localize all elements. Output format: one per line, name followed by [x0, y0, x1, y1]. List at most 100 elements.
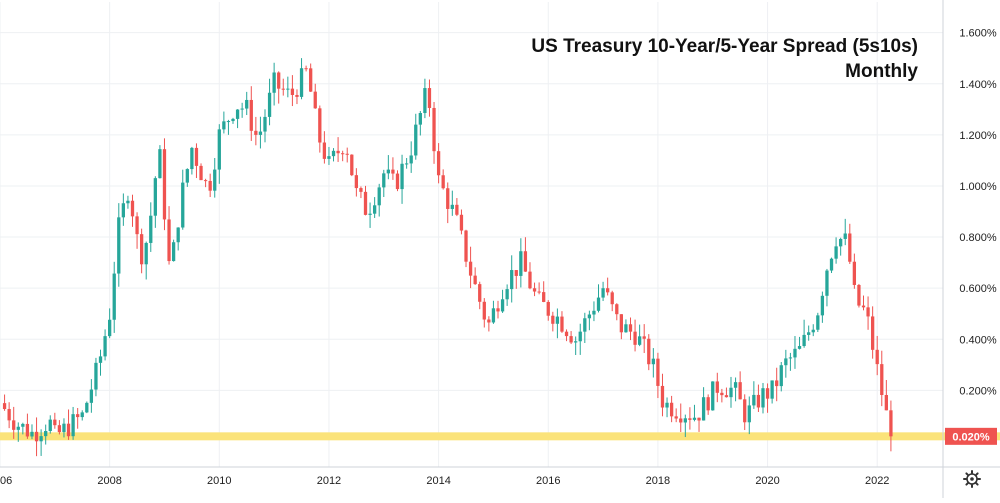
- candle-body: [121, 203, 126, 218]
- candle: [281, 78, 285, 96]
- candle-body: [532, 288, 537, 292]
- last-value-badge: 0.020%: [945, 427, 997, 445]
- candle: [135, 212, 139, 249]
- candle-body: [16, 426, 20, 430]
- candle: [158, 145, 162, 179]
- candle-body: [126, 200, 130, 204]
- candle: [857, 283, 861, 308]
- candle: [542, 281, 546, 303]
- candle-body: [761, 388, 765, 408]
- x-tick-label: 2012: [317, 475, 341, 487]
- candle: [382, 169, 386, 198]
- candle: [34, 417, 39, 457]
- candle: [76, 408, 80, 429]
- candle-body: [528, 271, 532, 289]
- candle-body: [596, 297, 601, 311]
- x-tick-label: 2014: [426, 475, 450, 487]
- candle-body: [720, 392, 724, 396]
- candle: [697, 417, 701, 432]
- candle: [765, 383, 770, 413]
- candle: [450, 190, 454, 216]
- last-value-label: 0.020%: [952, 431, 990, 443]
- candle: [637, 324, 642, 347]
- candle-body: [249, 99, 253, 131]
- candle-body: [98, 356, 103, 363]
- candle: [149, 202, 153, 252]
- candle: [94, 357, 98, 397]
- candle: [368, 202, 372, 228]
- candle: [688, 407, 692, 430]
- candle-body: [281, 88, 285, 90]
- candle-body: [272, 72, 276, 93]
- candle: [866, 296, 870, 330]
- candle: [482, 298, 486, 328]
- candle-body: [779, 365, 783, 387]
- candle: [889, 400, 893, 452]
- candle: [870, 306, 875, 359]
- candle-body: [802, 334, 806, 347]
- candle: [820, 291, 825, 323]
- candle: [523, 237, 528, 272]
- candle: [464, 229, 468, 268]
- candle: [843, 218, 847, 246]
- candle: [756, 384, 761, 413]
- candle: [610, 290, 614, 312]
- candle-body: [743, 399, 747, 423]
- candle-body: [468, 261, 473, 276]
- candle: [797, 336, 802, 350]
- y-tick-label: 0.400%: [959, 334, 997, 346]
- candle: [569, 331, 573, 345]
- candle: [199, 163, 203, 181]
- candle-body: [473, 275, 477, 285]
- candle-body: [427, 88, 432, 108]
- candle: [624, 319, 628, 333]
- candle: [427, 79, 432, 117]
- candle-body: [752, 394, 756, 406]
- candle: [240, 102, 244, 118]
- candle-body: [587, 314, 592, 319]
- candle: [181, 169, 185, 230]
- candle-body: [386, 169, 390, 174]
- candle: [829, 257, 834, 274]
- candle-body: [258, 131, 263, 135]
- candle-body: [583, 318, 587, 332]
- candle-body: [327, 156, 331, 159]
- candle-body: [551, 315, 555, 324]
- candle-body: [765, 388, 770, 399]
- candle-body: [34, 431, 39, 442]
- candle-body: [514, 270, 518, 276]
- candle-body: [816, 315, 820, 330]
- candle: [880, 350, 884, 407]
- candle-body: [450, 204, 454, 209]
- candle-body: [715, 381, 719, 393]
- candle: [720, 388, 724, 403]
- candle: [459, 209, 464, 235]
- candle-body: [295, 94, 299, 97]
- candle: [117, 203, 121, 287]
- candle-body: [811, 329, 815, 333]
- candle-body: [176, 227, 180, 243]
- candle: [372, 197, 377, 218]
- candle-body: [103, 336, 107, 357]
- candle-body: [510, 270, 514, 290]
- candle-body: [432, 107, 436, 152]
- candle-body: [222, 121, 226, 130]
- y-tick-label: 0.800%: [959, 232, 997, 244]
- candle: [12, 406, 16, 439]
- candle: [213, 157, 217, 198]
- candle-body: [756, 394, 761, 408]
- candle: [121, 193, 126, 226]
- candle-body: [245, 99, 249, 109]
- candle-body: [404, 163, 409, 165]
- candle-body: [53, 419, 57, 426]
- candle: [336, 137, 340, 162]
- candle-body: [208, 180, 212, 191]
- candle: [263, 109, 267, 143]
- candle: [318, 105, 322, 153]
- candle: [510, 255, 514, 303]
- candle-body: [226, 121, 231, 123]
- candle-body: [162, 149, 167, 220]
- settings-gear-icon[interactable]: [963, 470, 981, 488]
- candle: [784, 349, 788, 378]
